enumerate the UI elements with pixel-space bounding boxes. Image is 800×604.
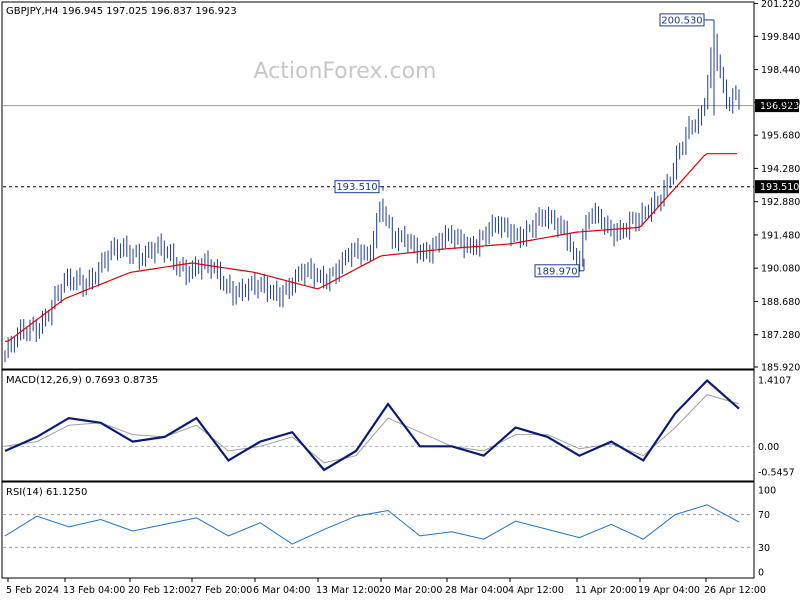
rsi-title: RSI(14) 61.1250 — [6, 487, 87, 498]
x-tick-label: 5 Feb 2024 — [6, 585, 59, 596]
price-annotations: 200.530 193.510 189.970 — [334, 13, 715, 278]
price-level-label-box — [755, 99, 799, 113]
price-y-axis: 201.220 199.840 198.440 197.060 195.680 194.2… — [754, 0, 800, 374]
moving-average-line — [5, 153, 737, 342]
x-tick-label: 19 Apr 04:00 — [638, 585, 700, 596]
x-tick-label: 28 Mar 04:00 — [445, 585, 508, 596]
rsi-y-axis: 100 70 30 0 — [758, 486, 776, 579]
annotation-label: 189.970 — [536, 266, 577, 277]
x-tick-label: 20 Feb 12:00 — [128, 585, 190, 596]
macd-title: MACD(12,26,9) 0.7693 0.8735 — [6, 375, 158, 386]
rsi-y-tick-label: 100 — [758, 486, 776, 497]
annotation-label: 200.530 — [661, 15, 702, 26]
price-levels: 193.510 196.923 — [3, 99, 799, 194]
x-tick-label: 27 Feb 20:00 — [190, 585, 252, 596]
macd-y-tick-label: 0.00 — [758, 442, 779, 453]
price-y-tick-label: 190.080 — [761, 264, 800, 275]
price-y-tick-label: 192.880 — [761, 197, 800, 208]
rsi-levels — [3, 514, 754, 548]
price-y-tick-label: 201.220 — [761, 0, 800, 10]
rsi-panel-frame — [1, 481, 755, 579]
macd-panel-frame — [1, 369, 755, 482]
rsi-line — [4, 504, 740, 545]
rsi-y-tick-label: 0 — [758, 568, 764, 579]
price-y-tick-label: 199.840 — [761, 32, 800, 43]
x-tick-label: 11 Apr 20:00 — [575, 585, 637, 596]
price-y-tick-label: 198.440 — [761, 65, 800, 76]
annotation-label: 193.510 — [336, 182, 377, 193]
price-y-tick-label: 197.060 — [761, 98, 800, 109]
watermark: ActionForex.com — [254, 59, 437, 84]
price-y-tick-label: 191.480 — [761, 230, 800, 241]
price-level-label: 193.510 — [760, 182, 799, 193]
price-y-tick-label: 187.280 — [761, 330, 800, 341]
macd-main-line — [4, 378, 740, 472]
price-y-tick-label: 195.680 — [761, 131, 800, 142]
macd-y-tick-label: -0.5457 — [758, 468, 795, 479]
x-tick-label: 13 Mar 12:00 — [316, 585, 379, 596]
x-tick-label: 20 Mar 20:00 — [379, 585, 442, 596]
x-axis: 5 Feb 2024 13 Feb 04:00 20 Feb 12:00 27 Feb… — [6, 578, 766, 596]
rsi-y-tick-label: 30 — [758, 543, 770, 554]
x-tick-label: 26 Apr 12:00 — [704, 585, 766, 596]
price-candles — [4, 31, 740, 363]
macd-y-tick-label: 1.4107 — [758, 376, 791, 387]
price-y-tick-label: 188.680 — [761, 297, 800, 308]
x-tick-label: 13 Feb 04:00 — [63, 585, 125, 596]
price-level-label-box — [755, 180, 799, 194]
price-y-tick-label: 185.920 — [761, 363, 800, 374]
price-y-tick-label: 194.280 — [761, 164, 800, 175]
symbol-header: GBPJPY,H4 196.945 197.025 196.837 196.92… — [6, 6, 237, 17]
x-tick-label: 4 Apr 12:00 — [508, 585, 564, 596]
x-tick-label: 6 Mar 04:00 — [253, 585, 310, 596]
price-level-label: 196.923 — [760, 101, 799, 112]
macd-y-axis: 1.4107 0.00 -0.5457 — [758, 376, 795, 479]
rsi-y-tick-label: 70 — [758, 510, 770, 521]
